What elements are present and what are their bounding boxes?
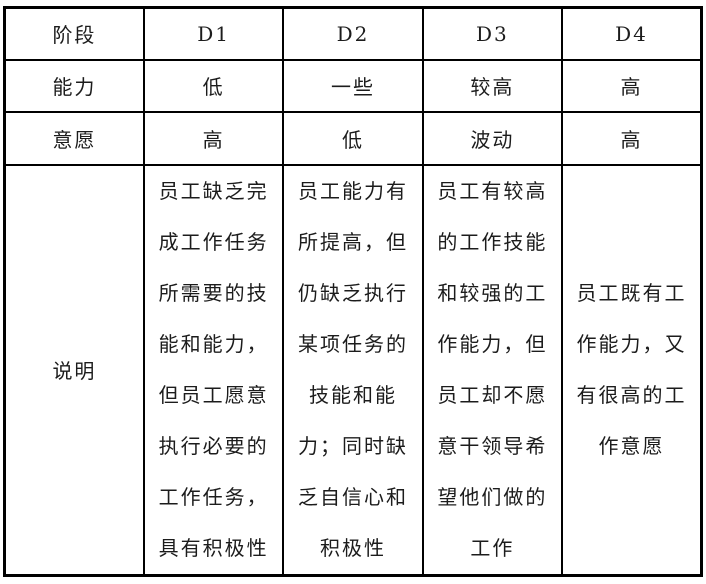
ability-cell-d4: 高 bbox=[561, 58, 703, 113]
willingness-cell-d3: 波动 bbox=[421, 110, 564, 166]
description-cell-d4: 员工既有工 作能力，又 有很高的工 作意愿 bbox=[561, 163, 703, 576]
header-cell-stage: 阶段 bbox=[3, 6, 145, 61]
description-cell-d1: 员工缺乏完 成工作任务 所需要的技 能和能力， 但员工愿意 执行必要的 工作任务… bbox=[142, 163, 285, 576]
willingness-row-label: 意愿 bbox=[3, 110, 145, 166]
table-row-header: 阶段 D1 D2 D3 D4 bbox=[3, 6, 703, 61]
description-cell-d2: 员工能力有 所提高，但 仍缺乏执行 某项任务的 技能和能 力；同时缺 乏自信心和… bbox=[282, 163, 424, 576]
ability-cell-d2: 一些 bbox=[282, 58, 424, 113]
header-cell-d3: D3 bbox=[421, 6, 564, 61]
description-row-label: 说明 bbox=[3, 163, 145, 576]
header-cell-d4: D4 bbox=[561, 6, 703, 61]
willingness-cell-d2: 低 bbox=[282, 110, 424, 166]
ability-cell-d3: 较高 bbox=[421, 58, 564, 113]
ability-row-label: 能力 bbox=[3, 58, 145, 113]
development-stage-table: 阶段 D1 D2 D3 D4 能力 低 一些 较高 高 意愿 高 低 波动 高 … bbox=[3, 6, 703, 577]
description-cell-d3: 员工有较高 的工作技能 和较强的工 作能力，但 员工却不愿 意干领导希 望他们做… bbox=[421, 163, 564, 576]
table-row-description: 说明 员工缺乏完 成工作任务 所需要的技 能和能力， 但员工愿意 执行必要的 工… bbox=[3, 163, 703, 576]
header-cell-d1: D1 bbox=[142, 6, 285, 61]
header-cell-d2: D2 bbox=[282, 6, 424, 61]
willingness-cell-d1: 高 bbox=[142, 110, 285, 166]
ability-cell-d1: 低 bbox=[142, 58, 285, 113]
willingness-cell-d4: 高 bbox=[561, 110, 703, 166]
table-row-willingness: 意愿 高 低 波动 高 bbox=[3, 110, 703, 166]
table-row-ability: 能力 低 一些 较高 高 bbox=[3, 58, 703, 113]
